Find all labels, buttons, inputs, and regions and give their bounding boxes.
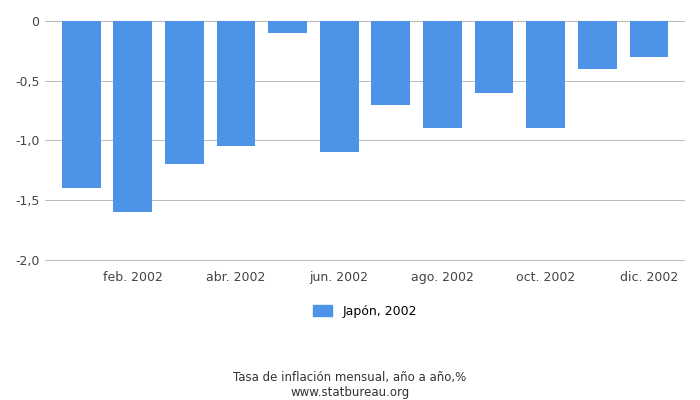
Bar	[578, 21, 617, 69]
Bar	[475, 21, 513, 93]
Text: Tasa de inflación mensual, año a año,%: Tasa de inflación mensual, año a año,%	[233, 372, 467, 384]
Bar	[62, 21, 101, 188]
Bar	[165, 21, 204, 164]
Bar	[629, 21, 668, 57]
Bar	[372, 21, 410, 104]
Bar	[268, 21, 307, 33]
Text: www.statbureau.org: www.statbureau.org	[290, 386, 410, 399]
Legend: Japón, 2002: Japón, 2002	[314, 304, 416, 318]
Bar	[320, 21, 358, 152]
Bar	[526, 21, 565, 128]
Bar	[217, 21, 256, 146]
Bar	[113, 21, 152, 212]
Bar	[423, 21, 462, 128]
